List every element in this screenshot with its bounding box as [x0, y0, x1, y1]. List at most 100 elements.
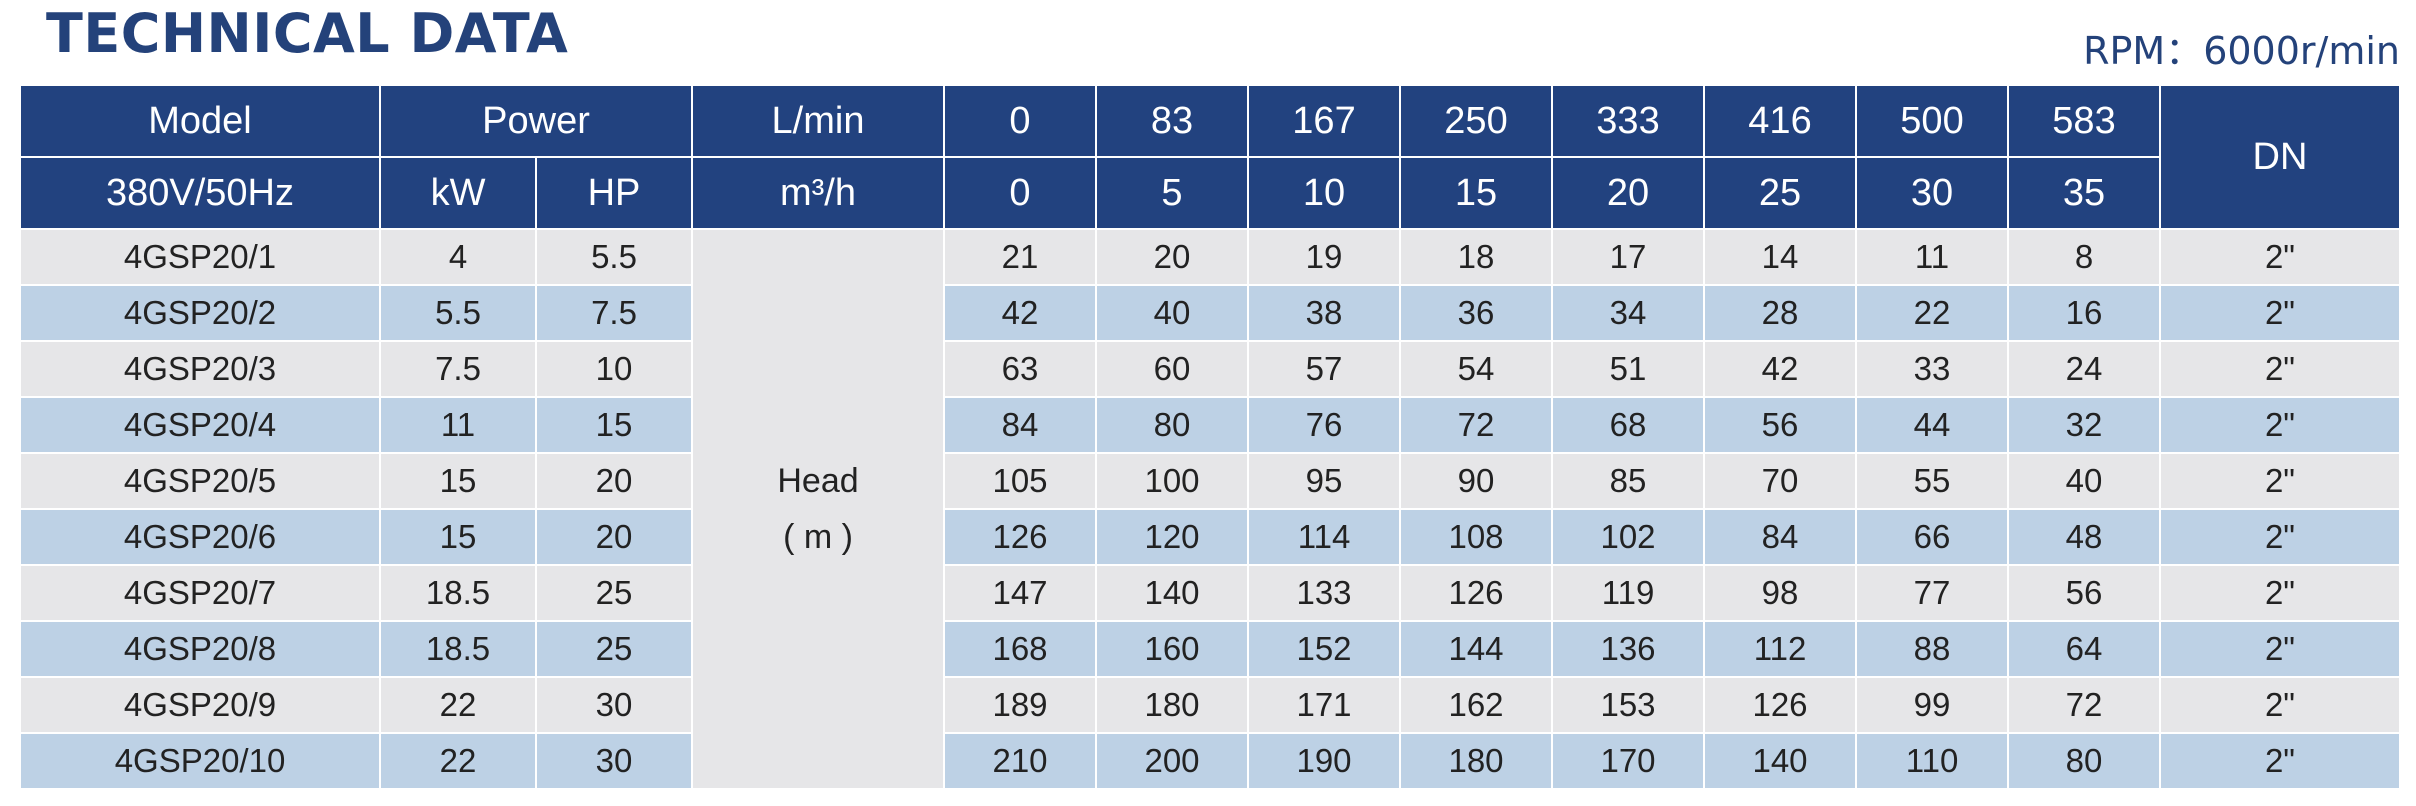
head-value-cell: 112 — [1703, 620, 1857, 678]
header-lmin-value: 500 — [1855, 84, 2009, 158]
head-value-cell: 57 — [1247, 340, 1401, 398]
model-cell: 4GSP20/8 — [19, 620, 381, 678]
head-value-cell: 20 — [1095, 228, 1249, 286]
head-value-cell: 66 — [1855, 508, 2009, 566]
head-value-cell: 44 — [1855, 396, 2009, 454]
head-value-cell: 38 — [1247, 284, 1401, 342]
head-value-cell: 126 — [1703, 676, 1857, 734]
model-cell: 4GSP20/6 — [19, 508, 381, 566]
head-value-cell: 80 — [1095, 396, 1249, 454]
head-value-cell: 84 — [943, 396, 1097, 454]
head-value-cell: 110 — [1855, 732, 2009, 790]
model-cell: 4GSP20/7 — [19, 564, 381, 622]
head-value-cell: 70 — [1703, 452, 1857, 510]
head-value-cell: 180 — [1399, 732, 1553, 790]
header-power: Power — [379, 84, 693, 158]
table-row: 4GSP20/1 4 5.5 Head( m ) 21 20 19 18 17 14 11 8 2" — [19, 228, 2401, 790]
header-dn: DN — [2159, 84, 2401, 230]
header-kw: kW — [379, 156, 537, 230]
header-m3h-value: 25 — [1703, 156, 1857, 230]
dn-cell: 2" — [2159, 340, 2401, 398]
head-value-cell: 68 — [1551, 396, 1705, 454]
head-value-cell: 168 — [943, 620, 1097, 678]
head-value-cell: 160 — [1095, 620, 1249, 678]
head-value-cell: 14 — [1703, 228, 1857, 286]
head-value-cell: 76 — [1247, 396, 1401, 454]
dn-cell: 2" — [2159, 396, 2401, 454]
table-row: 4GSP20/3 7.5 10 63 60 57 54 51 42 33 24 2" — [19, 340, 2401, 398]
head-value-cell: 133 — [1247, 564, 1401, 622]
header-lmin-label: L/min — [691, 84, 945, 158]
table-row: 4GSP20/6 15 20 126 120 114 108 102 84 66 48 2" — [19, 508, 2401, 566]
head-value-cell: 144 — [1399, 620, 1553, 678]
kw-cell: 4 — [379, 228, 537, 286]
head-value-cell: 120 — [1095, 508, 1249, 566]
dn-cell: 2" — [2159, 564, 2401, 622]
head-value-cell: 100 — [1095, 452, 1249, 510]
head-value-cell: 77 — [1855, 564, 2009, 622]
head-value-cell: 190 — [1247, 732, 1401, 790]
dn-cell: 2" — [2159, 228, 2401, 286]
hp-cell: 25 — [535, 620, 693, 678]
hp-cell: 15 — [535, 396, 693, 454]
kw-cell: 7.5 — [379, 340, 537, 398]
kw-cell: 22 — [379, 676, 537, 734]
model-cell: 4GSP20/10 — [19, 732, 381, 790]
head-label-cell: Head ( m ) — [691, 228, 945, 790]
head-value-cell: 84 — [1703, 508, 1857, 566]
head-value-cell: 119 — [1551, 564, 1705, 622]
head-value-cell: 63 — [943, 340, 1097, 398]
kw-cell: 18.5 — [379, 620, 537, 678]
head-value-cell: 11 — [1855, 228, 2009, 286]
head-value-cell: 36 — [1399, 284, 1553, 342]
hp-cell: 25 — [535, 564, 693, 622]
dn-cell: 2" — [2159, 284, 2401, 342]
dn-cell: 2" — [2159, 620, 2401, 678]
kw-cell: 11 — [379, 396, 537, 454]
header-lmin-value: 167 — [1247, 84, 1401, 158]
table-row: 4GSP20/10 22 30 210 200 190 180 170 140 110 80 2" — [19, 732, 2401, 790]
table-row: 4GSP20/5 15 20 105 100 95 90 85 70 55 40 2" — [19, 452, 2401, 510]
head-value-cell: 105 — [943, 452, 1097, 510]
hp-cell: 10 — [535, 340, 693, 398]
head-value-cell: 95 — [1247, 452, 1401, 510]
header-row-flow-m3h: 380V/50Hz kW HP m³/h 0 5 10 15 20 25 30 35 — [19, 156, 2400, 230]
head-value-cell: 24 — [2007, 340, 2161, 398]
kw-cell: 5.5 — [379, 284, 537, 342]
head-value-cell: 99 — [1855, 676, 2009, 734]
kw-cell: 15 — [379, 452, 537, 510]
head-value-cell: 55 — [1855, 452, 2009, 510]
head-value-cell: 147 — [943, 564, 1097, 622]
head-value-cell: 33 — [1855, 340, 2009, 398]
head-value-cell: 72 — [1399, 396, 1553, 454]
head-value-cell: 162 — [1399, 676, 1553, 734]
head-value-cell: 28 — [1703, 284, 1857, 342]
head-value-cell: 80 — [2007, 732, 2161, 790]
header-m3h-value: 35 — [2007, 156, 2161, 230]
head-value-cell: 56 — [1703, 396, 1857, 454]
hp-cell: 7.5 — [535, 284, 693, 342]
header-m3h-value: 15 — [1399, 156, 1553, 230]
header-lmin-value: 83 — [1095, 84, 1249, 158]
header-voltage: 380V/50Hz — [19, 156, 381, 230]
page-title: TECHNICAL DATA — [46, 2, 569, 65]
head-unit: ( m ) — [783, 518, 853, 556]
header-model: Model — [19, 84, 381, 158]
kw-cell: 18.5 — [379, 564, 537, 622]
table-row: 4GSP20/7 18.5 25 147 140 133 126 119 98 77 56 2" — [19, 564, 2401, 622]
head-value-cell: 170 — [1551, 732, 1705, 790]
head-value-cell: 42 — [943, 284, 1097, 342]
head-value-cell: 189 — [943, 676, 1097, 734]
dn-cell: 2" — [2159, 676, 2401, 734]
head-value-cell: 140 — [1703, 732, 1857, 790]
head-value-cell: 18 — [1399, 228, 1553, 286]
head-value-cell: 102 — [1551, 508, 1705, 566]
head-value-cell: 54 — [1399, 340, 1553, 398]
head-value-cell: 108 — [1399, 508, 1553, 566]
header-row-flow-lmin: Model Power L/min 0 83 167 250 333 416 500 583 D… — [19, 84, 2401, 230]
table-row: 4GSP20/4 11 15 84 80 76 72 68 56 44 32 2" — [19, 396, 2401, 454]
table-row: 4GSP20/9 22 30 189 180 171 162 153 126 99 72 2" — [19, 676, 2401, 734]
dn-cell: 2" — [2159, 732, 2401, 790]
head-value-cell: 126 — [1399, 564, 1553, 622]
kw-cell: 22 — [379, 732, 537, 790]
